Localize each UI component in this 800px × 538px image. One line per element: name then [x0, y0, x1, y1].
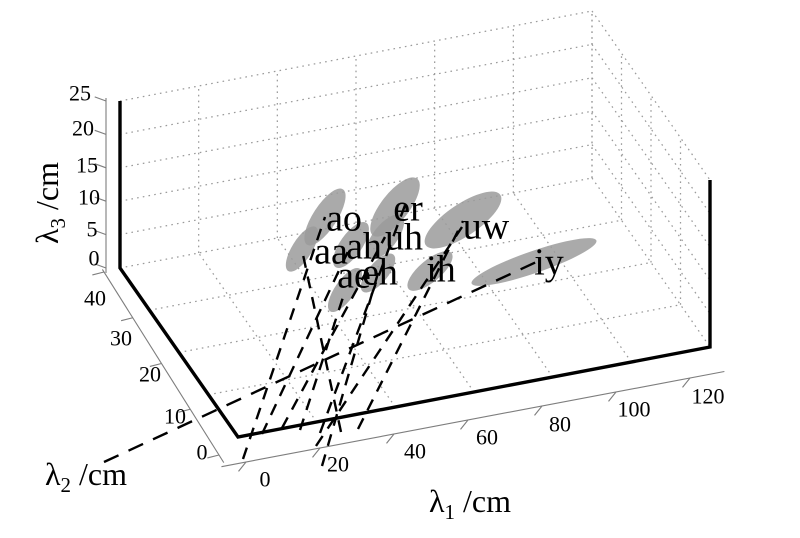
axis-x-tick [460, 419, 469, 430]
axis-z-tick-label: 10 [78, 184, 100, 209]
axis-y-title: λ2 /cm [45, 456, 127, 497]
grid-line [178, 261, 652, 354]
axis-y-tick [92, 271, 105, 276]
axis-z-tick-label: 25 [69, 80, 91, 105]
grid-line [198, 252, 318, 423]
axis-x-tick-label: 40 [404, 438, 426, 463]
label-eh: eh [362, 252, 398, 294]
grid-floor [149, 192, 681, 423]
grid-line [591, 10, 711, 181]
label-er: er [393, 188, 423, 230]
stem-uh [280, 236, 387, 429]
axis-x-tick-label: 20 [327, 451, 349, 476]
axis-x-tick-label: 80 [549, 411, 571, 436]
axis-x-title: λ1 /cm [429, 483, 511, 524]
axis-z-title: λ3 /cm [29, 162, 70, 244]
label-ao: ao [326, 198, 362, 240]
axis-x-tick [608, 391, 617, 402]
label-iy: iy [534, 242, 564, 284]
axis-x-tick-label: 0 [260, 466, 271, 491]
stem-ao [241, 216, 327, 460]
ellipse-ih [407, 251, 453, 291]
axis-y-tick-label: 10 [164, 403, 186, 428]
axis-x-tick [682, 377, 691, 388]
axis-y-tick [178, 408, 191, 413]
axis-x-tick [238, 461, 247, 472]
label-ae: ae [337, 255, 371, 297]
axis-z-tick [94, 129, 107, 135]
axis-y-tick [207, 454, 220, 459]
axis-z-tick [94, 196, 107, 202]
grid-line [591, 144, 711, 314]
axis-x-tick [312, 447, 321, 458]
axis-y-tick [120, 317, 133, 322]
grid-line [149, 219, 622, 311]
axis-y-tick-label: 0 [197, 439, 208, 464]
ellipse-ah [333, 222, 369, 268]
stem-aa [300, 249, 343, 433]
stem-ah [260, 244, 353, 435]
axis-x-tick-label: 100 [618, 396, 651, 421]
axis-y-ruler [101, 269, 225, 463]
axis-y-tick-label: 20 [139, 361, 161, 386]
axis-z-tick-label: 15 [76, 152, 98, 177]
grid-line [591, 110, 711, 281]
stem-ih [315, 226, 463, 447]
axis-z-tick [94, 163, 107, 169]
axis-x-tick-label: 60 [476, 424, 498, 449]
axis-x-tick [534, 405, 543, 416]
axis-x-tick [386, 433, 395, 444]
axes-box-edges [118, 101, 712, 439]
ellipse-ae [327, 267, 363, 313]
label-ih: ih [426, 249, 456, 291]
ellipse-uw [424, 191, 502, 249]
axis-x: 0 20 40 60 80 100 120 λ1 /cm [221, 370, 725, 524]
axis-z-tick [94, 229, 107, 236]
stem-uw [356, 220, 465, 430]
axis-x-ruler [221, 370, 725, 468]
grid-line [119, 110, 593, 202]
axis-y-tick-label: 30 [110, 325, 132, 350]
label-uw: uw [463, 206, 510, 248]
stem-ae [298, 290, 347, 431]
label-uh: uh [385, 217, 423, 259]
projection-stems [103, 199, 546, 467]
axis-z-tick [94, 96, 107, 102]
label-aa: aa [314, 231, 348, 273]
grid-line [119, 10, 593, 102]
axis-z-tick-label: 20 [72, 115, 94, 140]
axis-y-tick-label: 40 [84, 285, 106, 310]
axis-z-tick-label: 5 [87, 216, 98, 241]
grid-left-wall [119, 10, 593, 269]
grid-line [208, 304, 681, 396]
ellipse-er [370, 177, 420, 237]
axis-y-tick [149, 362, 162, 367]
axis-z-tick [94, 263, 107, 269]
label-ah: ah [346, 226, 382, 268]
grid-right-wall [591, 10, 711, 348]
axis-z: 0 5 10 15 20 25 λ3 /cm [29, 80, 107, 273]
grid-line [119, 143, 593, 236]
axis-z-tick-label: 0 [89, 245, 100, 270]
axis-x-tick-label: 120 [692, 383, 725, 408]
